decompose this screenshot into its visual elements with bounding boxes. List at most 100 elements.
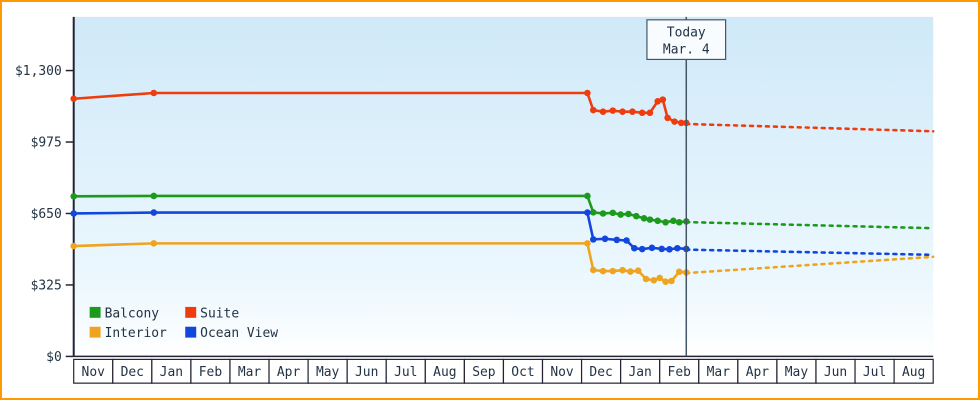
data-point	[609, 267, 617, 275]
month-label: Jan	[160, 365, 183, 380]
data-point	[70, 242, 77, 250]
data-point	[664, 114, 671, 122]
today-label: Today	[667, 26, 706, 41]
data-point	[627, 268, 634, 275]
data-point	[584, 89, 591, 97]
legend-item-suite: Suite	[185, 306, 239, 321]
data-point	[617, 211, 624, 218]
data-point	[662, 278, 669, 285]
data-point	[584, 192, 591, 200]
month-label: Aug	[433, 365, 456, 380]
today-date-label: Mar. 4	[663, 43, 710, 58]
x-axis-months: Nov Dec Jan Feb Mar Apr May Jun Jul Aug Sep Oct Nov D…	[73, 358, 934, 384]
month-box	[893, 358, 934, 384]
data-point	[625, 210, 632, 218]
data-point	[584, 240, 591, 247]
legend-swatch	[185, 326, 197, 338]
legend-item-balcony: Balcony	[89, 306, 159, 321]
data-point	[623, 237, 630, 244]
y-tick-label: $1,300	[15, 64, 62, 79]
month-label: Aug	[902, 365, 925, 380]
legend: Balcony Suite Interior Ocean View	[89, 306, 278, 341]
month-cell: Jan	[151, 358, 192, 384]
data-point	[674, 244, 681, 252]
month-cell: Nov	[541, 358, 583, 384]
data-point	[609, 107, 617, 114]
data-point	[654, 98, 661, 105]
series-balcony	[70, 192, 935, 230]
y-tick-label: $0	[46, 350, 62, 365]
legend-swatch	[89, 326, 101, 338]
y-tick-label: $975	[31, 136, 62, 151]
data-point	[658, 245, 665, 253]
data-point	[70, 193, 77, 200]
data-point	[640, 215, 648, 222]
legend-item-interior: Interior	[89, 326, 167, 341]
data-point	[677, 119, 685, 127]
month-cell: Nov	[73, 358, 114, 384]
data-point	[599, 108, 607, 115]
month-label: Apr	[746, 365, 770, 380]
data-point	[668, 277, 675, 285]
month-label: Mar	[707, 365, 731, 380]
data-point	[150, 89, 158, 97]
legend-item-ocean-view: Ocean View	[185, 326, 278, 341]
data-point	[634, 267, 642, 274]
today-label-box	[646, 19, 727, 61]
data-point	[659, 96, 667, 103]
legend-label: Ocean View	[200, 326, 278, 341]
month-label: Nov	[82, 365, 106, 380]
month-label: Feb	[199, 365, 222, 380]
series-suite	[70, 89, 935, 133]
month-cell: Apr	[268, 358, 309, 384]
data-point	[619, 266, 626, 274]
data-point	[671, 118, 678, 125]
data-point	[70, 210, 77, 217]
data-point	[619, 108, 626, 115]
month-cell: Dec	[580, 358, 622, 384]
month-label: Dec	[589, 365, 612, 380]
legend-swatch	[89, 306, 101, 318]
data-point	[675, 219, 683, 226]
month-cell: Mar	[229, 358, 270, 384]
data-point	[589, 266, 597, 274]
plot-area	[73, 16, 934, 357]
data-point	[638, 109, 646, 117]
data-point	[646, 216, 654, 223]
series-line-forecast	[685, 248, 935, 257]
y-tick-label: $325	[31, 278, 62, 293]
data-point	[656, 274, 663, 282]
data-point	[589, 106, 597, 114]
data-point	[589, 209, 597, 216]
series-lines	[70, 89, 935, 285]
data-point	[675, 268, 683, 276]
month-label: Nov	[550, 365, 574, 380]
month-label: Sep	[472, 365, 495, 380]
month-cell: May	[776, 358, 817, 384]
month-label: Dec	[121, 365, 144, 380]
data-point	[584, 209, 591, 216]
month-cell: Jan	[620, 358, 661, 384]
month-label: Jul	[863, 365, 886, 380]
month-cell: Sep	[463, 358, 505, 384]
month-label: May	[316, 365, 340, 380]
data-point	[638, 245, 646, 253]
month-cell: Jul	[385, 358, 426, 384]
data-point	[646, 109, 654, 117]
month-cell: Aug	[424, 358, 465, 384]
y-tick-label: $650	[31, 207, 62, 222]
data-point	[150, 240, 158, 247]
month-cell: Apr	[737, 358, 778, 384]
series-interior	[70, 240, 935, 285]
month-cell: May	[307, 358, 348, 384]
data-point	[589, 236, 597, 243]
data-point	[70, 95, 77, 102]
series-line-forecast	[685, 220, 935, 230]
y-axis: $1,300 $975 $650 $325 $0	[15, 16, 934, 365]
series-line-forecast	[685, 122, 935, 133]
today-marker: Today Mar. 4	[646, 16, 727, 357]
data-point	[609, 209, 617, 217]
month-label: Feb	[668, 365, 691, 380]
data-point	[150, 192, 158, 200]
data-point	[631, 244, 638, 252]
